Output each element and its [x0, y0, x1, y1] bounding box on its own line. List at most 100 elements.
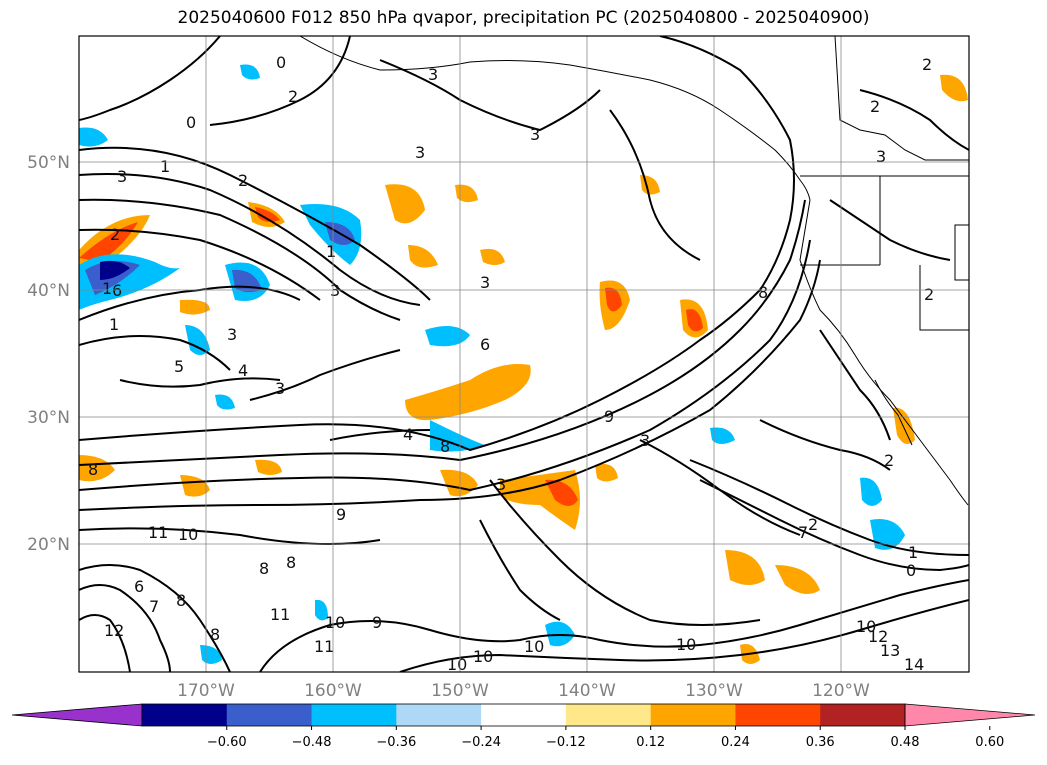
contour-label: 9 — [336, 505, 346, 524]
contour-label: 2 — [288, 87, 298, 106]
contour-label: 2 — [884, 451, 894, 470]
contour-label: 10 — [676, 635, 696, 654]
lat-label: 50°N — [27, 153, 70, 173]
colorbar-extend-min — [11, 703, 143, 727]
contour-label: 11 — [148, 523, 168, 542]
lon-labels: 170°W 160°W 150°W 140°W 130°W 120°W — [177, 681, 870, 701]
colorbar-tick-label: 0.36 — [806, 735, 835, 750]
contour-label: 4 — [238, 361, 248, 380]
contour-label: 6 — [112, 281, 122, 300]
contour-label: 1 — [160, 157, 170, 176]
colorbar-tick-label: −0.12 — [546, 735, 586, 750]
colorbar-segment — [142, 704, 228, 726]
colorbar-tick-label: −0.36 — [376, 735, 416, 750]
lon-label: 150°W — [431, 681, 489, 701]
qvapor-contours — [79, 36, 969, 672]
contour-label: 8 — [210, 625, 220, 644]
contour-labels: 0 0 1 2 3 3 3 3 1 5 4 3 3 1 1 6 4 6 8 3 … — [88, 53, 934, 674]
contour-label: 2 — [922, 55, 932, 74]
contour-label: 3 — [227, 325, 237, 344]
contour-label: 10 — [178, 525, 198, 544]
contour-label: 0 — [906, 561, 916, 580]
contour-label: 3 — [415, 143, 425, 162]
contour-label: 0 — [186, 113, 196, 132]
colorbar-segment — [481, 704, 567, 726]
contour-label: 3 — [876, 147, 886, 166]
contour-label: 7 — [149, 597, 159, 616]
contour-label: 11 — [270, 605, 290, 624]
contour-label: 10 — [325, 613, 345, 632]
contour-label: 3 — [117, 167, 127, 186]
colorbar-segment — [396, 704, 482, 726]
contour-label: 5 — [174, 357, 184, 376]
chart-title: 2025040600 F012 850 hPa qvapor, precipit… — [177, 8, 870, 28]
contour-label: 8 — [88, 460, 98, 479]
contour-label: 2 — [110, 225, 120, 244]
colorbar-segment — [226, 704, 313, 726]
lon-label: 140°W — [558, 681, 616, 701]
contour-label: 8 — [758, 283, 768, 302]
colorbar-tick-label: 0.48 — [891, 735, 920, 750]
colorbar-segment — [820, 704, 906, 726]
colorbar-segments — [11, 703, 1036, 727]
colorbar-segment — [565, 704, 652, 726]
contour-label: 1 — [102, 279, 112, 298]
lon-label: 170°W — [177, 681, 235, 701]
colorbar-tick-label: −0.24 — [461, 735, 501, 750]
contour-label: 12 — [104, 621, 124, 640]
colorbar-segment — [311, 704, 397, 726]
contour-label: 10 — [524, 637, 544, 656]
map-frame — [78, 35, 970, 673]
contour-label: 10 — [473, 647, 493, 666]
lat-labels: 50°N 40°N 30°N 20°N — [27, 153, 70, 555]
colorbar-segment — [735, 704, 821, 726]
contour-label: 8 — [286, 553, 296, 572]
contour-label: 14 — [904, 655, 924, 674]
colorbar-tick-label: 0.24 — [721, 735, 750, 750]
contour-label: 3 — [480, 273, 490, 292]
contour-label: 12 — [868, 627, 888, 646]
contour-label: 13 — [880, 641, 900, 660]
contour-label: 9 — [372, 613, 382, 632]
contour-label: 6 — [480, 335, 490, 354]
contour-label: 1 — [109, 315, 119, 334]
contour-label: 2 — [924, 285, 934, 304]
contour-label: 8 — [440, 437, 450, 456]
contour-label: 6 — [134, 577, 144, 596]
contour-label: 3 — [530, 125, 540, 144]
lon-label: 130°W — [685, 681, 743, 701]
contour-label: 9 — [604, 407, 614, 426]
contour-label: 11 — [314, 637, 334, 656]
contour-label: 3 — [640, 431, 650, 450]
colorbar: −0.60 −0.48 −0.36 −0.24 −0.12 0.12 0.24 0.36 0.4… — [11, 703, 1036, 750]
gridlines — [79, 36, 969, 672]
lat-label: 30°N — [27, 408, 70, 428]
contour-label: 10 — [447, 655, 467, 674]
contour-label: 8 — [176, 591, 186, 610]
lat-label: 20°N — [27, 535, 70, 555]
colorbar-tick-label: 0.12 — [636, 735, 665, 750]
contour-label: 2 — [808, 515, 818, 534]
lon-label: 160°W — [304, 681, 362, 701]
lat-label: 40°N — [27, 281, 70, 301]
contour-label: 2 — [238, 171, 248, 190]
lon-label: 120°W — [812, 681, 870, 701]
colorbar-segment — [650, 704, 736, 726]
contour-label: 1 — [908, 543, 918, 562]
contour-label: 0 — [276, 53, 286, 72]
colorbar-extend-max — [904, 703, 1036, 727]
contour-label: 3 — [330, 281, 340, 300]
map-area: 0 0 1 2 3 3 3 3 1 5 4 3 3 1 1 6 4 6 8 3 … — [79, 36, 969, 674]
contour-label: 3 — [275, 379, 285, 398]
colorbar-tick-label: −0.48 — [292, 735, 332, 750]
colorbar-tick-label: −0.60 — [207, 735, 247, 750]
colorbar-border — [141, 703, 906, 727]
contour-label: 2 — [870, 97, 880, 116]
contour-label: 10 — [856, 617, 876, 636]
contour-label: 7 — [798, 523, 808, 542]
contour-label: 4 — [403, 425, 413, 444]
contour-label: 1 — [326, 242, 336, 261]
colorbar-ticks: −0.60 −0.48 −0.36 −0.24 −0.12 0.12 0.24 0.36 0.4… — [207, 726, 1004, 750]
colorbar-tick-label: 0.60 — [975, 735, 1004, 750]
